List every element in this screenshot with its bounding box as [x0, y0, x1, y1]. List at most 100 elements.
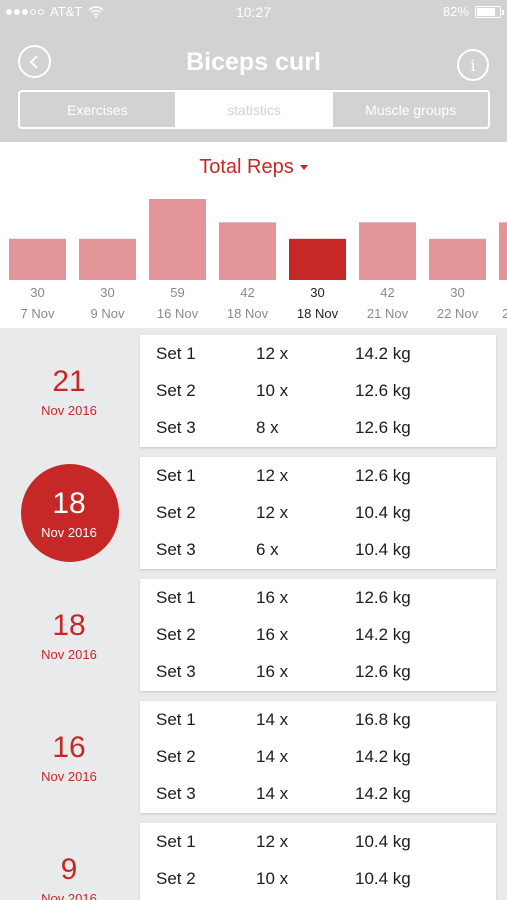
- sets-card[interactable]: Set 1 16 x 12.6 kg Set 2 16 x 14.2 kg Set 3 16 …: [140, 579, 496, 691]
- set-row: Set 3 16 x 12.6 kg: [140, 653, 496, 690]
- session-month-year: Nov 2016: [41, 524, 97, 540]
- session-date[interactable]: 21 Nov 2016: [0, 335, 138, 447]
- set-row: Set 2 10 x 10.4 kg: [140, 860, 496, 897]
- set-reps: 14 x: [256, 746, 289, 766]
- chart-bar-partial[interactable]: [499, 222, 507, 280]
- chart-bar[interactable]: [359, 222, 416, 280]
- page-title: Biceps curl: [186, 48, 321, 76]
- bar-value-label: 30: [450, 285, 464, 300]
- set-label: Set 3: [156, 783, 196, 803]
- set-reps: 8 x: [256, 417, 279, 437]
- sessions-list[interactable]: 21 Nov 2016 Set 1 12 x 14.2 kg Set 2 10 x 12.6 …: [0, 328, 507, 900]
- set-row: Set 1 12 x 10.4 kg: [140, 823, 496, 860]
- set-reps: 12 x: [256, 831, 289, 851]
- session-date[interactable]: 18 Nov 2016: [0, 579, 138, 691]
- status-bar: AT&T 10:27 82%: [0, 0, 507, 24]
- session-row[interactable]: 18 Nov 2016 Set 1 12 x 12.6 kg Set 2 12 x 10.4 …: [0, 457, 507, 569]
- set-row: Set 1 12 x 14.2 kg: [140, 335, 496, 372]
- set-weight: 12.6 kg: [355, 587, 411, 607]
- set-label: Set 1: [156, 343, 196, 363]
- set-row: Set 3 8 x 12.6 kg: [140, 409, 496, 446]
- bar-value-label: 42: [380, 285, 394, 300]
- metric-dropdown[interactable]: Total Reps: [0, 156, 507, 179]
- set-label: Set 2: [156, 502, 196, 522]
- carrier-name: AT&T: [50, 4, 83, 19]
- session-day: 16: [52, 730, 86, 764]
- session-day: 18: [52, 486, 86, 520]
- set-weight: 10.4 kg: [355, 502, 411, 522]
- chart-panel: Total Reps 30 7 Nov 30 9 Nov 59 16 Nov 42 18 No…: [0, 142, 507, 328]
- set-label: Set 3: [156, 417, 196, 437]
- back-button[interactable]: [18, 45, 51, 78]
- segmented-control: Exercises statistics Muscle groups: [18, 90, 490, 129]
- bar-date-label: 18 Nov: [227, 306, 269, 321]
- carrier-info: AT&T: [6, 4, 104, 19]
- set-reps: 16 x: [256, 587, 289, 607]
- info-button[interactable]: i: [457, 49, 489, 81]
- battery-percent: 82%: [442, 4, 469, 19]
- tab-muscle-groups[interactable]: Muscle groups: [331, 92, 488, 127]
- set-weight: 10.4 kg: [355, 539, 411, 559]
- chevron-left-icon: [29, 54, 38, 69]
- selected-session-date[interactable]: 18 Nov 2016: [0, 457, 138, 569]
- set-row: Set 3 14 x 14.2 kg: [140, 775, 496, 812]
- chart-bar[interactable]: [149, 199, 206, 280]
- set-label: Set 2: [156, 624, 196, 644]
- set-label: Set 2: [156, 380, 196, 400]
- bar-date-label: 22 Nov: [437, 306, 479, 321]
- set-row: Set 2 12 x 10.4 kg: [140, 494, 496, 531]
- sets-card[interactable]: Set 1 14 x 16.8 kg Set 2 14 x 14.2 kg Set 3 14 …: [140, 701, 496, 813]
- set-row: Set 2 16 x 14.2 kg: [140, 616, 496, 653]
- reps-bar-chart: 30 7 Nov 30 9 Nov 59 16 Nov 42 18 Nov 30 18 Nov 42…: [9, 199, 507, 321]
- wifi-icon: [88, 5, 104, 18]
- set-label: Set 3: [156, 661, 196, 681]
- bar-date-label: 7 Nov: [21, 306, 55, 321]
- set-label: Set 3: [156, 539, 196, 559]
- metric-label: Total Reps: [199, 156, 294, 178]
- chart-bar[interactable]: [79, 238, 136, 280]
- session-row[interactable]: 9 Nov 2016 Set 1 12 x 10.4 kg Set 2 10 x 10.4 k…: [0, 823, 507, 900]
- set-label: Set 1: [156, 831, 196, 851]
- top-bar: AT&T 10:27 82% Biceps curl i Exercises s…: [0, 0, 507, 142]
- bar-date-label: 16 Nov: [157, 306, 199, 321]
- sets-card[interactable]: Set 1 12 x 12.6 kg Set 2 12 x 10.4 kg Set 3 6 x…: [140, 457, 496, 569]
- set-reps: 12 x: [256, 343, 289, 363]
- session-day: 9: [60, 852, 78, 886]
- session-row[interactable]: 18 Nov 2016 Set 1 16 x 12.6 kg Set 2 16 x 14.2 …: [0, 579, 507, 691]
- session-month-year: Nov 2016: [41, 890, 97, 900]
- set-reps: 12 x: [256, 502, 289, 522]
- set-weight: 14.2 kg: [355, 783, 411, 803]
- sets-card[interactable]: Set 1 12 x 10.4 kg Set 2 10 x 10.4 kg: [140, 823, 496, 900]
- session-date[interactable]: 9 Nov 2016: [0, 823, 138, 900]
- set-reps: 16 x: [256, 624, 289, 644]
- bar-date-label: 18 Nov: [297, 306, 339, 321]
- set-weight: 10.4 kg: [355, 868, 411, 888]
- set-reps: 10 x: [256, 868, 289, 888]
- signal-icon: [6, 8, 44, 15]
- session-month-year: Nov 2016: [41, 768, 97, 784]
- set-weight: 16.8 kg: [355, 709, 411, 729]
- session-row[interactable]: 16 Nov 2016 Set 1 14 x 16.8 kg Set 2 14 x 14.2 …: [0, 701, 507, 813]
- set-row: Set 1 16 x 12.6 kg: [140, 579, 496, 616]
- bar-date-label: 9 Nov: [91, 306, 125, 321]
- session-day: 21: [52, 364, 86, 398]
- chart-bar[interactable]: [429, 238, 486, 280]
- set-row: Set 2 14 x 14.2 kg: [140, 738, 496, 775]
- set-reps: 14 x: [256, 709, 289, 729]
- session-month-year: Nov 2016: [41, 402, 97, 418]
- info-icon: i: [470, 55, 476, 75]
- session-row[interactable]: 21 Nov 2016 Set 1 12 x 14.2 kg Set 2 10 x 12.6 …: [0, 335, 507, 447]
- chart-bar[interactable]: [9, 238, 66, 280]
- sets-card[interactable]: Set 1 12 x 14.2 kg Set 2 10 x 12.6 kg Set 3 8 x…: [140, 335, 496, 447]
- set-reps: 10 x: [256, 380, 289, 400]
- session-day: 18: [52, 608, 86, 642]
- set-reps: 6 x: [256, 539, 279, 559]
- set-row: Set 3 6 x 10.4 kg: [140, 531, 496, 568]
- session-date[interactable]: 16 Nov 2016: [0, 701, 138, 813]
- chart-bar[interactable]: [219, 222, 276, 280]
- set-weight: 14.2 kg: [355, 746, 411, 766]
- bar-value-label: 30: [310, 285, 324, 300]
- chart-bar[interactable]: [289, 238, 346, 280]
- tab-exercises[interactable]: Exercises: [66, 101, 128, 118]
- tab-statistics[interactable]: statistics: [174, 92, 332, 127]
